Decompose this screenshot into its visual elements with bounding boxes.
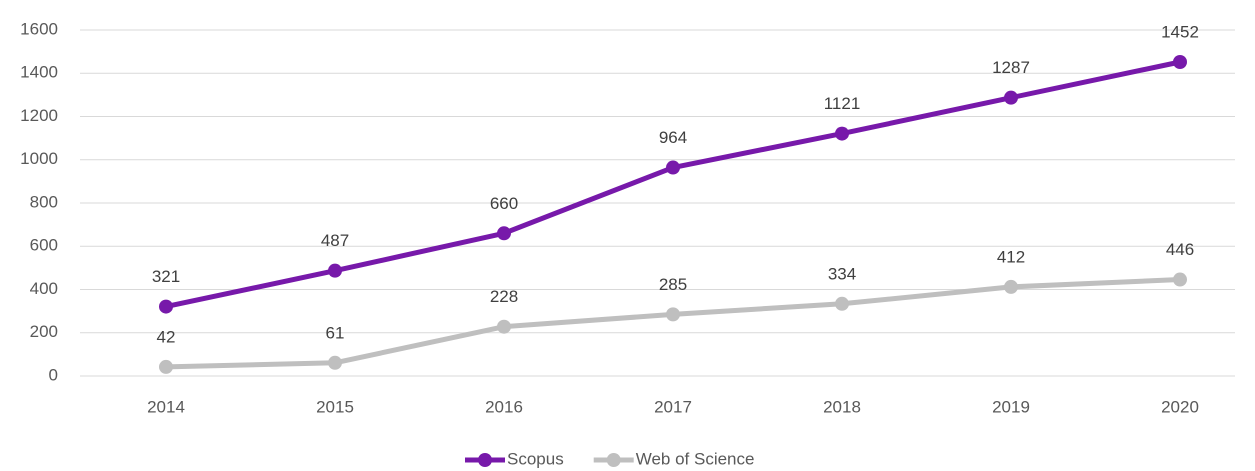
legend-label: Scopus (507, 449, 564, 468)
x-tick-label: 2015 (316, 397, 354, 416)
point (328, 263, 342, 278)
y-tick-label: 1200 (20, 106, 58, 125)
data-label: 1287 (992, 58, 1030, 77)
point (159, 299, 173, 314)
series-line (165, 59, 1181, 310)
data-label: 660 (490, 194, 518, 213)
point (1004, 279, 1018, 294)
data-label: 412 (997, 247, 1025, 266)
y-tick-label: 600 (30, 236, 58, 255)
legend-label: Web of Science (636, 449, 755, 468)
x-tick-label: 2019 (992, 397, 1030, 416)
y-tick-label: 0 (49, 365, 58, 384)
y-tick-label: 1600 (20, 19, 58, 38)
point (328, 355, 342, 370)
data-label: 61 (326, 323, 345, 342)
legend-marker (478, 453, 492, 467)
point (159, 359, 173, 374)
legend-marker (606, 453, 621, 467)
point (497, 319, 511, 334)
point (835, 126, 849, 141)
point (1173, 55, 1187, 70)
point (497, 226, 511, 241)
x-tick-label: 2020 (1161, 397, 1199, 416)
y-tick-label: 800 (30, 192, 58, 211)
data-label: 228 (490, 287, 518, 306)
point (1004, 90, 1018, 105)
data-label: 321 (152, 267, 180, 286)
x-tick-label: 2016 (485, 397, 523, 416)
point (1173, 272, 1187, 287)
data-label: 1452 (1161, 22, 1199, 41)
y-tick-label: 200 (30, 322, 58, 341)
data-label: 487 (321, 231, 349, 250)
data-label: 42 (157, 327, 176, 346)
point (835, 296, 849, 311)
data-label: 285 (659, 275, 687, 294)
x-tick-label: 2014 (147, 397, 185, 416)
point (666, 307, 680, 322)
y-tick-label: 1000 (20, 149, 58, 168)
data-label: 446 (1166, 240, 1194, 259)
data-label: 334 (828, 264, 856, 283)
x-tick-label: 2017 (654, 397, 692, 416)
x-tick-label: 2018 (823, 397, 861, 416)
y-tick-label: 400 (30, 279, 58, 298)
data-label: 964 (659, 128, 687, 147)
data-label: 1121 (824, 94, 861, 113)
point (666, 160, 680, 175)
y-tick-label: 1400 (20, 63, 58, 82)
